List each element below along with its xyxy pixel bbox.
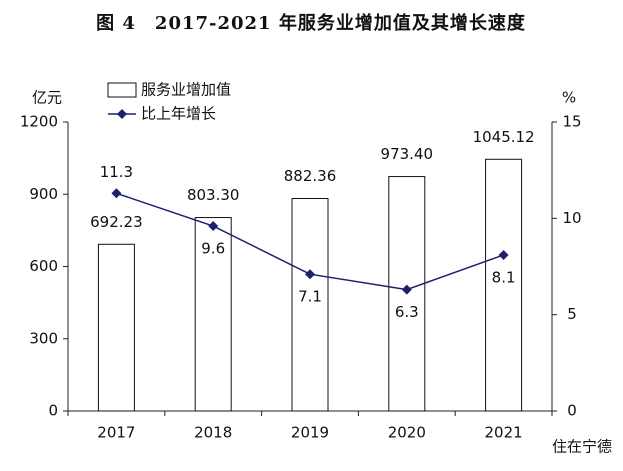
y-axis-label: 亿元	[32, 89, 62, 107]
x-tick-label: 2018	[194, 424, 232, 442]
point-value-label: 9.6	[201, 240, 225, 258]
point-value-label: 7.1	[298, 288, 322, 306]
point	[208, 221, 219, 232]
bar-value-label: 692.23	[90, 213, 143, 231]
legend-swatch	[117, 109, 127, 119]
bar-value-label: 973.40	[381, 145, 434, 163]
watermark: 住在宁德	[552, 438, 612, 456]
x-tick-label: 2021	[485, 424, 523, 442]
bar	[194, 217, 232, 412]
point-value-label: 6.3	[395, 303, 419, 321]
point-value-label: 8.1	[492, 268, 516, 286]
x-tick-label: 2020	[388, 424, 426, 442]
bar-value-label: 882.36	[284, 167, 337, 185]
x-tick-label: 2019	[291, 424, 329, 442]
point	[305, 269, 315, 280]
bar-value-label: 803.30	[187, 186, 240, 204]
point	[498, 249, 509, 260]
point	[111, 188, 122, 199]
point-value-label: 11.3	[100, 163, 133, 181]
chart-title: 图 4 2017-2021 年服务业增加值及其增长速度	[96, 12, 526, 34]
legend-label: 服务业增加值	[141, 81, 231, 99]
y-tick-label: 300	[29, 329, 58, 347]
bar	[97, 243, 135, 412]
y-tick-label: 600	[29, 257, 58, 275]
y-tick-label: 1200	[20, 113, 58, 131]
legend-swatch	[107, 82, 137, 98]
y2-axis-label: %	[562, 89, 576, 107]
bar-value-label: 1045.12	[473, 128, 535, 146]
point	[401, 284, 412, 295]
y2-tick-label: 10	[562, 209, 581, 227]
y-tick-label: 0	[48, 402, 58, 420]
y2-tick-label: 15	[562, 113, 581, 131]
y-tick-label: 900	[29, 185, 58, 203]
legend-label: 比上年增长	[141, 105, 216, 123]
bar	[291, 197, 329, 412]
y2-tick-label: 0	[567, 402, 577, 420]
bar	[485, 158, 523, 412]
x-tick-label: 2017	[97, 424, 135, 442]
y2-tick-label: 5	[567, 305, 577, 323]
